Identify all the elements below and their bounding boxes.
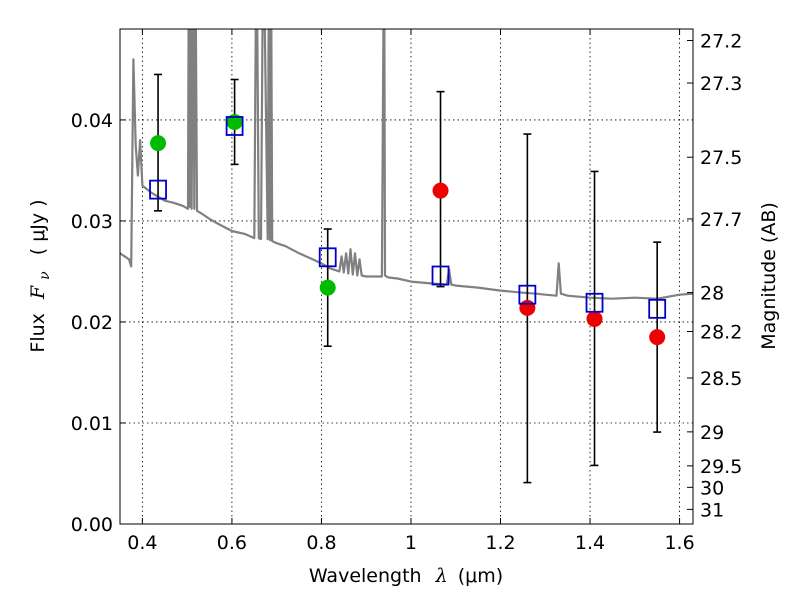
model-photometry-square: [149, 179, 167, 200]
y-tick-label: 0.04: [71, 110, 113, 132]
right-tick-label: 28.5: [700, 368, 742, 390]
model-photometry-square: [518, 284, 537, 305]
right-tick-label: 28: [700, 283, 724, 305]
y-tick-label: 0.02: [71, 312, 113, 334]
x-tick-label: 1.4: [575, 532, 605, 554]
observed-flux-point: [519, 299, 536, 316]
model-spectrum-layer: [120, 29, 693, 300]
model-photometry-square: [585, 292, 604, 313]
model-photometry-square: [318, 247, 337, 268]
right-tick-label: 27.2: [700, 30, 742, 52]
model-photometry-layer: [149, 116, 667, 319]
model-photometry-square: [431, 265, 450, 286]
y-tick-label: 0.01: [71, 413, 113, 435]
right-tick-label: 28.2: [700, 322, 742, 344]
model-spectrum-line: [120, 29, 693, 300]
x-axis-label: Wavelength λ (μm): [309, 565, 503, 587]
x-tick-label: 1: [405, 532, 417, 554]
x-tick-label: 0.8: [306, 532, 336, 554]
right-tick-label: 30: [700, 477, 724, 499]
observed-flux-point: [586, 310, 603, 327]
plot-frame: [119, 28, 694, 525]
model-photometry-square: [648, 298, 667, 319]
grid-lines: [120, 29, 693, 525]
right-axis-label: Magnitude (AB): [758, 202, 780, 350]
x-tick-label: 0.6: [217, 532, 247, 554]
observed-flux-point: [432, 182, 449, 199]
y-axis-ticks: 0.00 0.01 0.02 0.03 0.04: [71, 110, 126, 536]
right-tick-label: 29.5: [700, 456, 742, 478]
x-tick-label: 1.2: [485, 532, 515, 554]
y-tick-label: 0.03: [71, 211, 113, 233]
model-photometry-square: [225, 116, 244, 136]
y-tick-label: 0.00: [71, 514, 113, 536]
right-tick-label: 29: [700, 422, 724, 444]
x-axis-ticks: 0.4 0.6 0.8 1 1.2 1.4 1.6: [127, 29, 695, 554]
x-tick-label: 1.6: [664, 532, 694, 554]
right-tick-label: 27.5: [700, 147, 742, 169]
observed-flux-point: [649, 329, 666, 346]
x-tick-label: 0.4: [127, 532, 157, 554]
observed-flux-point: [150, 135, 167, 152]
right-tick-label: 27.3: [700, 73, 742, 95]
y-axis-label: Flux F ν ( μJy ): [27, 199, 54, 352]
observed-flux-point: [226, 113, 243, 130]
right-tick-label: 31: [700, 499, 724, 521]
right-tick-label: 27.7: [700, 209, 742, 231]
observed-flux-point: [319, 279, 336, 296]
